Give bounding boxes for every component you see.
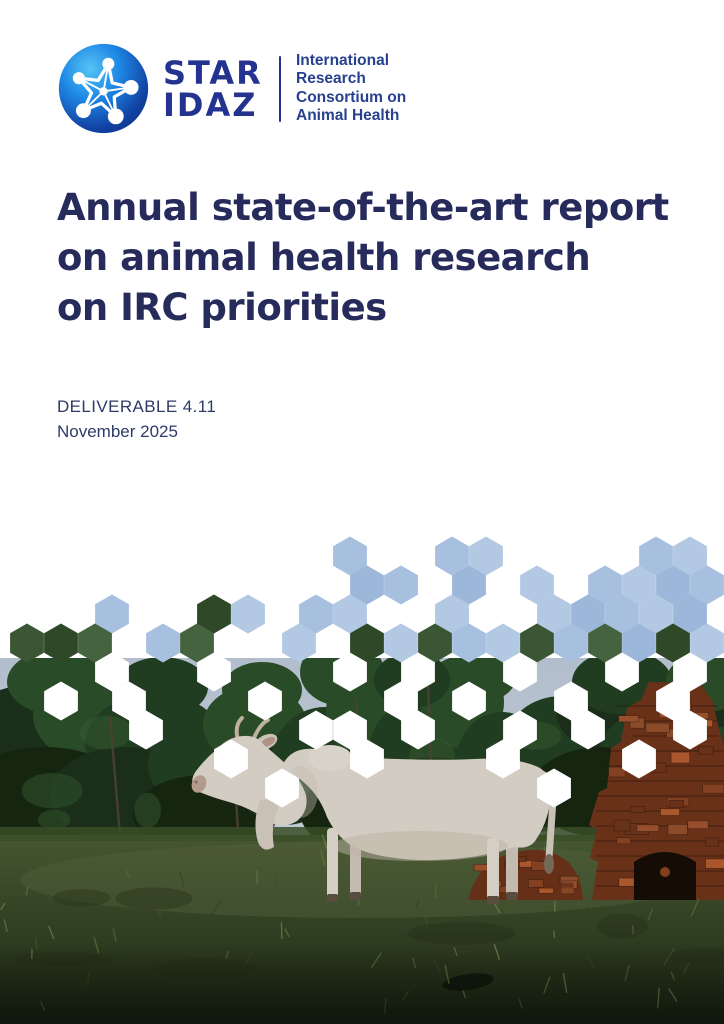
- deliverable-label: DELIVERABLE 4.11: [57, 397, 217, 416]
- cover-photo-illustration: [0, 530, 724, 1024]
- report-title: Annual state-of-the-art report on animal…: [57, 183, 669, 333]
- tagline-line: Research: [296, 70, 366, 87]
- header: STAR IDAZ International Research Consort…: [57, 42, 406, 135]
- tagline-line: Animal Health: [296, 107, 400, 124]
- brand-wordmark: STAR IDAZ: [163, 57, 265, 121]
- hexagon-pattern-photo: [10, 536, 724, 663]
- brand-line-1: STAR: [163, 53, 263, 92]
- brand-line-2: IDAZ: [163, 85, 258, 124]
- tagline-line: International: [296, 51, 390, 69]
- report-meta: DELIVERABLE 4.11 November 2025: [57, 394, 216, 444]
- cover-photo: [0, 530, 724, 1024]
- star-idaz-logo: STAR IDAZ International Research Consort…: [57, 42, 406, 135]
- tagline-line: Consortium on: [296, 88, 407, 106]
- logo-tagline: International Research Consortium on Ani…: [296, 52, 406, 126]
- report-date: November 2025: [57, 422, 178, 441]
- cow-horn: [252, 718, 270, 740]
- title-line-1: Annual state-of-the-art report: [57, 186, 669, 229]
- hexagon-pattern-white: [44, 652, 707, 808]
- title-line-2: on animal health research: [57, 236, 591, 279]
- star-idaz-logo-icon: [58, 43, 149, 134]
- title-line-3: on IRC priorities: [57, 286, 387, 329]
- logo-divider: [279, 55, 281, 122]
- cow-body: [282, 748, 552, 861]
- cow-illustration: [191, 716, 557, 904]
